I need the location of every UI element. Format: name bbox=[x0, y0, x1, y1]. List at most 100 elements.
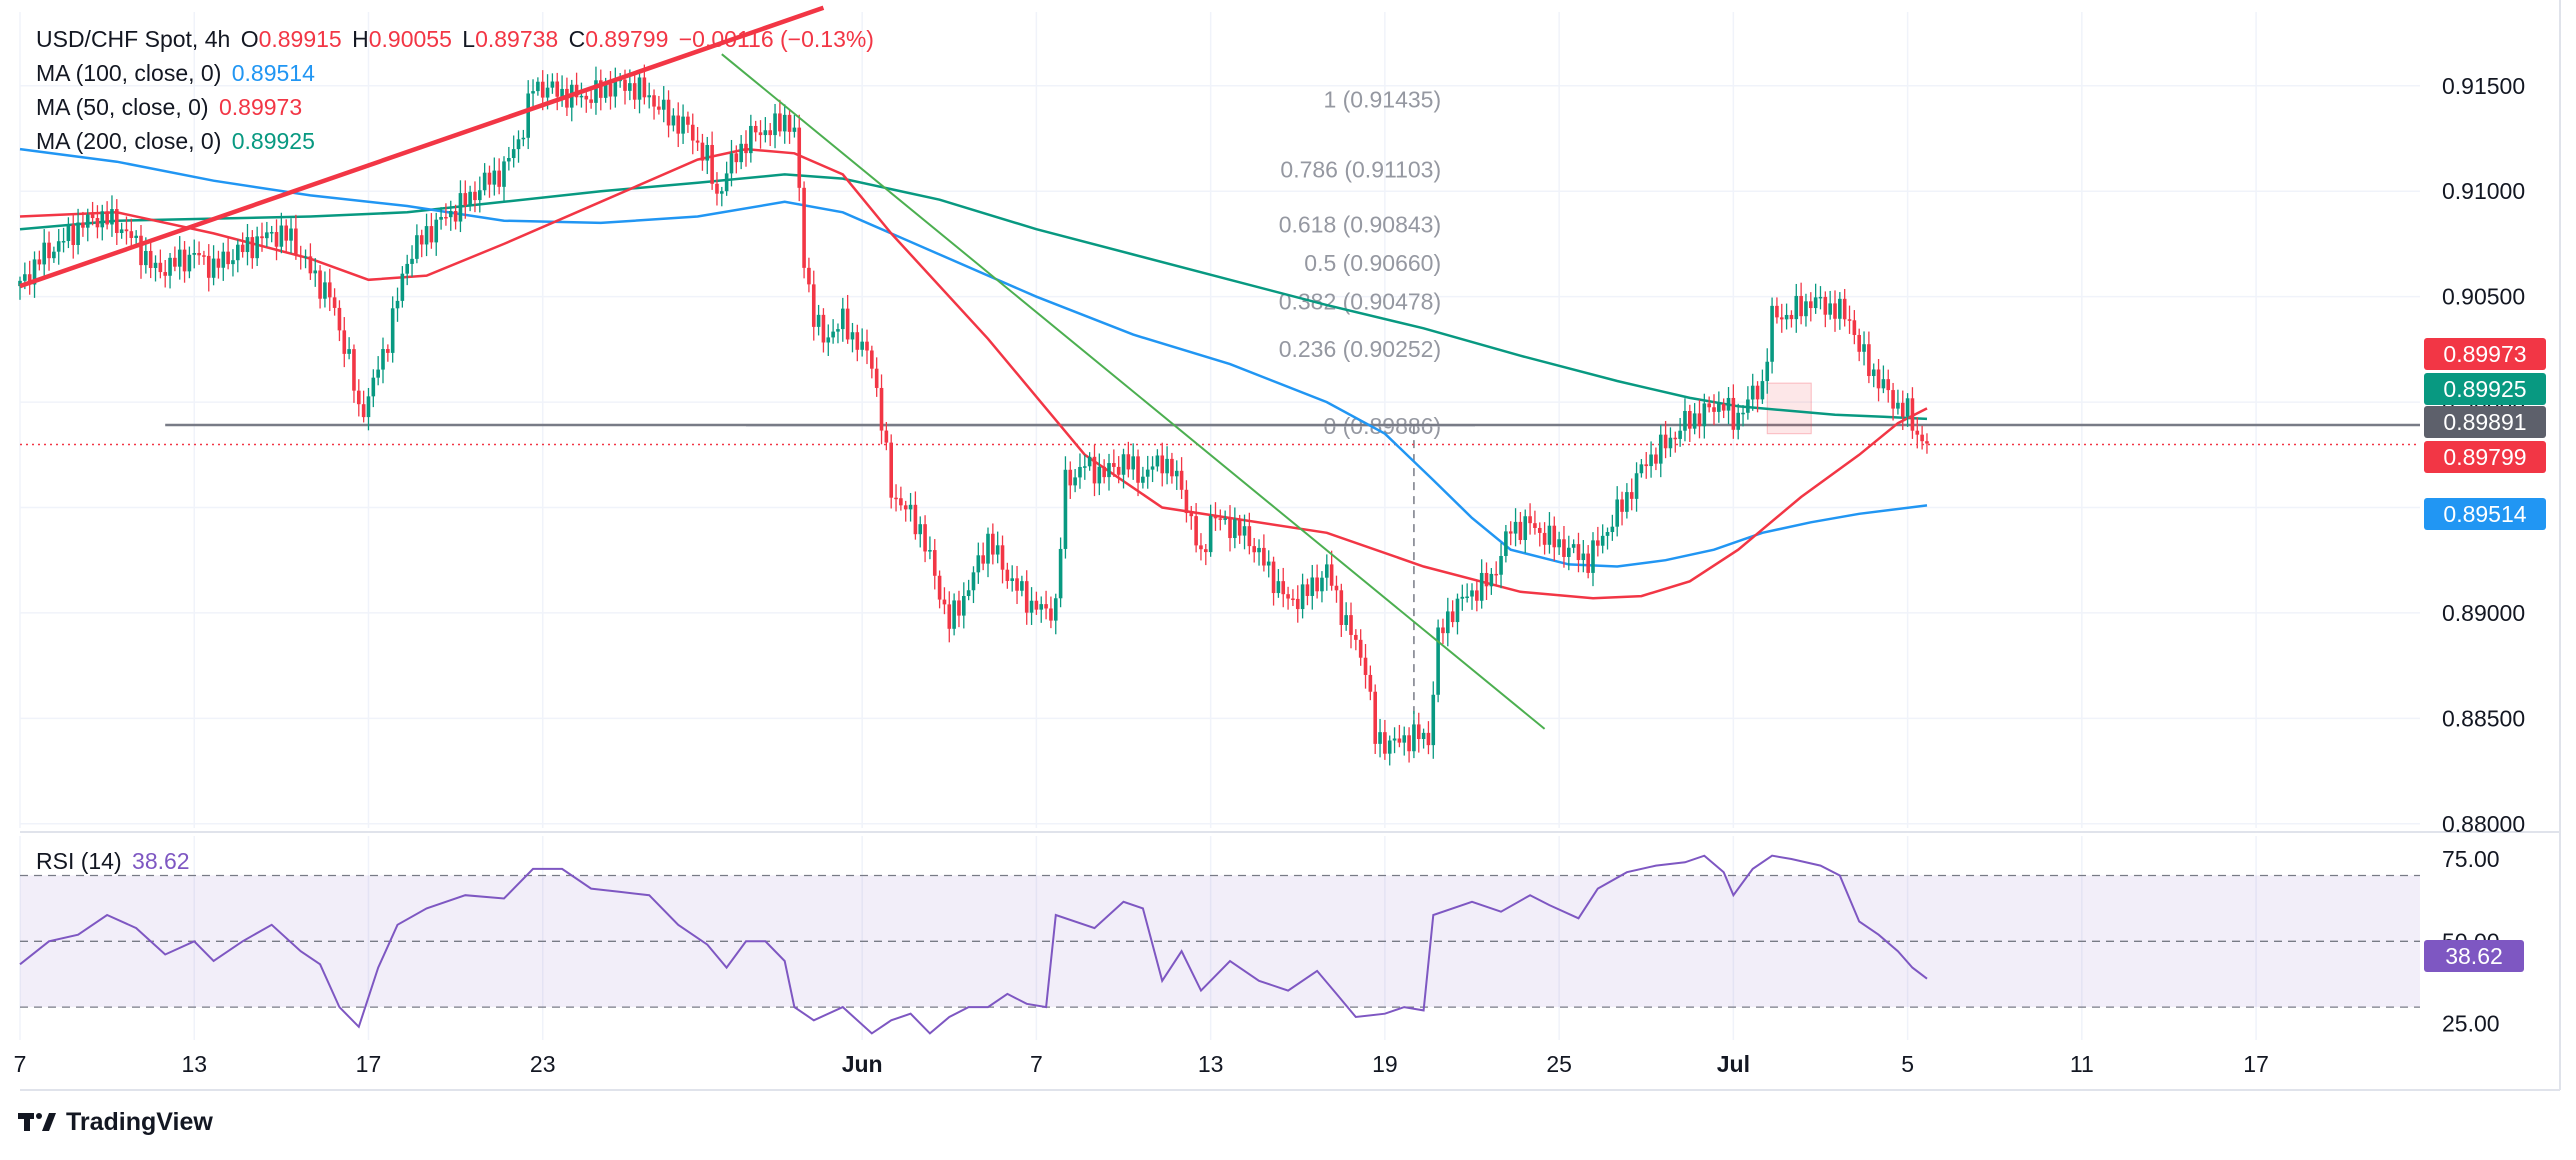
price-badge bbox=[2424, 373, 2546, 405]
candle-up bbox=[1639, 464, 1644, 474]
price-badges: 0.89973 0.89925 0.89891 0.89799 0.89514 38.62 bbox=[2424, 338, 2546, 972]
candle-up bbox=[1717, 403, 1721, 412]
candle-down bbox=[1688, 411, 1692, 429]
candle-up bbox=[661, 99, 666, 110]
candle-down bbox=[642, 77, 647, 98]
candle-down bbox=[1562, 539, 1566, 557]
candle-up bbox=[110, 209, 114, 225]
candle-down bbox=[487, 172, 492, 185]
candle-down bbox=[1586, 553, 1590, 573]
candle-up bbox=[1465, 596, 1469, 599]
candle-up bbox=[531, 91, 535, 94]
candle-up bbox=[1818, 296, 1823, 299]
candle-down bbox=[1867, 344, 1871, 377]
time-tick-label: 13 bbox=[1198, 1051, 1224, 1077]
candle-up bbox=[366, 396, 371, 418]
candle-up bbox=[439, 216, 443, 220]
candle-down bbox=[1136, 456, 1140, 483]
candle-up bbox=[1257, 547, 1261, 553]
candle-up bbox=[1828, 303, 1832, 315]
fib-level-label: 1 (0.91435) bbox=[1323, 87, 1441, 113]
time-tick-label: 5 bbox=[1901, 1051, 1914, 1077]
candle-up bbox=[1165, 458, 1169, 474]
candle-down bbox=[821, 314, 826, 343]
candle-down bbox=[226, 251, 230, 265]
candle-up bbox=[313, 270, 318, 274]
candle-down bbox=[589, 99, 593, 103]
price-tick-label: 0.88500 bbox=[2442, 705, 2525, 731]
candle-up bbox=[1325, 564, 1329, 578]
candle-up bbox=[1746, 399, 1750, 413]
time-tick-label: Jun bbox=[842, 1051, 883, 1077]
indicator-lines bbox=[19, 147, 1928, 600]
tradingview-brand[interactable]: TradingView bbox=[18, 1108, 213, 1137]
ma200-value: 0.89925 bbox=[231, 128, 315, 154]
candle-down bbox=[913, 504, 918, 535]
candle-up bbox=[1765, 361, 1770, 382]
time-tick-label: 17 bbox=[2243, 1051, 2269, 1077]
candle-up bbox=[1615, 499, 1619, 527]
candle-down bbox=[274, 232, 279, 247]
price-badge-label: 0.89514 bbox=[2443, 501, 2526, 527]
legend-ma50[interactable]: MA (50, close, 0) 0.89973 bbox=[36, 90, 306, 124]
candle-down bbox=[216, 258, 221, 268]
symbol-title[interactable]: USD/CHF Spot, 4h bbox=[36, 26, 231, 52]
candle-up bbox=[1063, 469, 1068, 549]
candle-up bbox=[1387, 740, 1392, 754]
candle-up bbox=[1760, 381, 1765, 400]
close-value: 0.89799 bbox=[585, 26, 669, 52]
candle-down bbox=[787, 114, 792, 132]
candle-up bbox=[1073, 477, 1077, 486]
rsi-pane bbox=[19, 854, 2420, 1035]
rsi-badge bbox=[2424, 940, 2524, 972]
candle-down bbox=[1068, 469, 1073, 486]
candle-up bbox=[255, 236, 259, 259]
candle-up bbox=[390, 308, 395, 353]
candle-down bbox=[1707, 403, 1711, 408]
candle-up bbox=[1605, 532, 1610, 536]
candle-down bbox=[1755, 385, 1760, 400]
candle-down bbox=[158, 262, 163, 273]
candle-down bbox=[298, 255, 303, 258]
candle-down bbox=[337, 307, 342, 331]
candle-up bbox=[637, 77, 642, 100]
candle-up bbox=[1905, 398, 1910, 417]
candle-up bbox=[1726, 397, 1731, 411]
candle-up bbox=[400, 273, 405, 301]
candle-down bbox=[1629, 492, 1634, 499]
candle-up bbox=[1784, 314, 1789, 320]
candle-down bbox=[497, 170, 501, 187]
candle-up bbox=[265, 232, 269, 239]
candle-down bbox=[1184, 489, 1189, 514]
legend-ma100[interactable]: MA (100, close, 0) 0.89514 bbox=[36, 56, 319, 90]
candle-up bbox=[521, 137, 526, 140]
time-tick-label: 11 bbox=[2070, 1051, 2094, 1077]
candle-down bbox=[1484, 572, 1489, 587]
candle-down bbox=[1576, 544, 1581, 561]
candle-up bbox=[908, 504, 913, 510]
candle-down bbox=[71, 224, 76, 246]
candle-down bbox=[206, 255, 211, 278]
candle-down bbox=[686, 116, 690, 125]
candle-up bbox=[705, 144, 710, 161]
candle-down bbox=[1886, 379, 1891, 391]
candle-down bbox=[1218, 518, 1223, 520]
candle-down bbox=[981, 555, 985, 564]
candle-up bbox=[1504, 531, 1508, 556]
candle-down bbox=[463, 193, 468, 206]
candle-down bbox=[163, 272, 167, 276]
legend-rsi[interactable]: RSI (14) 38.62 bbox=[36, 844, 194, 878]
candle-down bbox=[884, 430, 889, 443]
candle-up bbox=[424, 226, 429, 245]
candle-down bbox=[1262, 547, 1266, 566]
candle-up bbox=[1039, 604, 1044, 610]
candle-down bbox=[1194, 516, 1198, 546]
candle-down bbox=[1915, 430, 1920, 435]
candle-down bbox=[1237, 519, 1242, 536]
candle-down bbox=[1160, 455, 1165, 474]
candle-down bbox=[1876, 369, 1881, 389]
candle-up bbox=[1141, 476, 1145, 483]
legend-ma200[interactable]: MA (200, close, 0) 0.89925 bbox=[36, 124, 319, 158]
candle-down bbox=[105, 211, 109, 225]
